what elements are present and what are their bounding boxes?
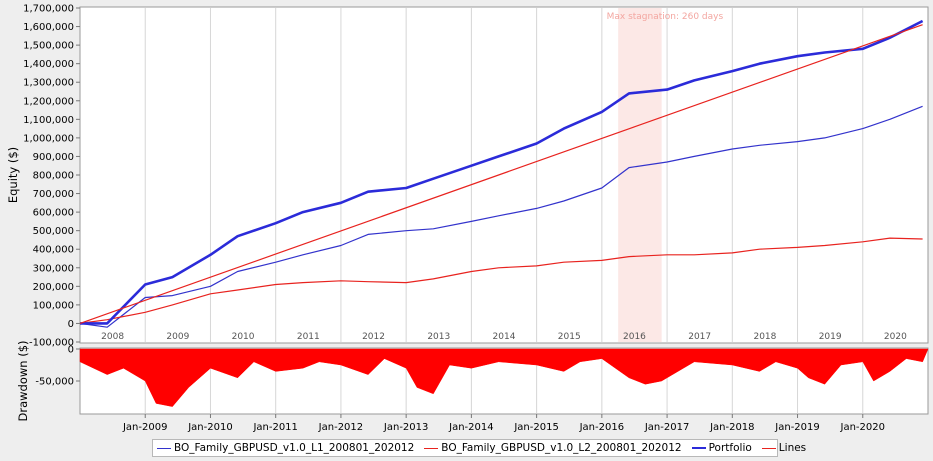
dd-x-tick-label: Jan-2018 <box>709 422 754 433</box>
legend-swatch <box>761 447 776 449</box>
equity-y-label: Equity ($) <box>6 147 20 203</box>
y-tick-label: -100,000 <box>29 338 74 349</box>
y-tick-label: 1,300,000 <box>23 78 74 89</box>
series-line-3 <box>79 24 923 324</box>
legend-item: Portfolio <box>691 442 752 454</box>
dd-y-tick-label: -50,000 <box>35 377 74 388</box>
dd-x-tick-label: Jan-2011 <box>252 422 297 433</box>
y-tick-label: 200,000 <box>33 282 74 293</box>
year-label: 2017 <box>688 332 711 342</box>
y-tick-label: 1,000,000 <box>23 133 74 144</box>
dd-x-tick-label: Jan-2014 <box>448 422 493 433</box>
equity-chart: -100,0000100,000200,000300,000400,000500… <box>6 3 929 433</box>
dd-x-tick-label: Jan-2020 <box>840 422 885 433</box>
year-label: 2020 <box>884 332 907 342</box>
y-tick-label: 1,500,000 <box>23 41 74 52</box>
legend-swatch <box>157 447 171 449</box>
legend-swatch <box>691 447 706 449</box>
legend-label: Portfolio <box>708 442 752 454</box>
dd-x-tick-label: Jan-2012 <box>318 422 363 433</box>
dd-x-tick-label: Jan-2019 <box>774 422 819 433</box>
y-tick-label: 100,000 <box>33 300 74 311</box>
chart-legend: BO_Family_GBPUSD_v1.0_L1_200801_202012 BO… <box>152 439 806 457</box>
equity-plot-area <box>79 6 929 344</box>
dd-x-tick-label: Jan-2010 <box>187 422 232 433</box>
y-tick-label: 1,100,000 <box>23 115 74 126</box>
dd-x-tick-label: Jan-2017 <box>644 422 689 433</box>
dd-x-tick-label: Jan-2009 <box>122 422 167 433</box>
legend-label: Lines <box>778 442 807 454</box>
year-label: 2012 <box>362 332 385 342</box>
series-line-1 <box>79 237 923 324</box>
year-label: 2014 <box>493 332 516 342</box>
drawdown-y-label: Drawdown ($) <box>16 340 30 421</box>
year-label: 2013 <box>427 332 450 342</box>
year-label: 2010 <box>232 332 255 342</box>
y-tick-label: 0 <box>68 319 74 330</box>
y-tick-label: 600,000 <box>33 208 74 219</box>
y-tick-label: 1,600,000 <box>23 22 74 33</box>
legend-swatch <box>424 447 439 449</box>
drawdown-area <box>79 348 929 407</box>
year-label: 2016 <box>623 332 646 342</box>
stagnation-band <box>618 8 662 342</box>
year-label: 2008 <box>101 332 124 342</box>
legend-item: Lines <box>761 442 807 454</box>
y-tick-label: 1,400,000 <box>23 59 74 70</box>
legend-label: BO_Family_GBPUSD_v1.0_L2_200801_202012 <box>441 442 682 454</box>
legend-item: BO_Family_GBPUSD_v1.0_L2_200801_202012 <box>424 442 682 454</box>
dd-x-tick-label: Jan-2015 <box>513 422 558 433</box>
y-tick-label: 800,000 <box>33 171 74 182</box>
series-line-0 <box>79 105 923 328</box>
y-tick-label: 300,000 <box>33 263 74 274</box>
legend-item: BO_Family_GBPUSD_v1.0_L1_200801_202012 <box>157 442 414 454</box>
y-tick-label: 1,200,000 <box>23 96 74 107</box>
y-tick-label: 500,000 <box>33 226 74 237</box>
series-line-2 <box>80 19 924 325</box>
dd-y-tick-label: 0 <box>68 345 74 356</box>
year-label: 2009 <box>166 332 189 342</box>
y-tick-label: 700,000 <box>33 189 74 200</box>
year-label: 2018 <box>753 332 776 342</box>
year-label: 2015 <box>558 332 581 342</box>
y-tick-label: 900,000 <box>33 152 74 163</box>
year-label: 2019 <box>819 332 842 342</box>
year-label: 2011 <box>297 332 320 342</box>
y-tick-label: 400,000 <box>33 245 74 256</box>
legend-label: BO_Family_GBPUSD_v1.0_L1_200801_202012 <box>174 442 415 454</box>
y-tick-label: 1,700,000 <box>23 4 74 15</box>
stagnation-label: Max stagnation: 260 days <box>607 12 724 22</box>
dd-x-tick-label: Jan-2016 <box>579 422 624 433</box>
dd-x-tick-label: Jan-2013 <box>383 422 428 433</box>
